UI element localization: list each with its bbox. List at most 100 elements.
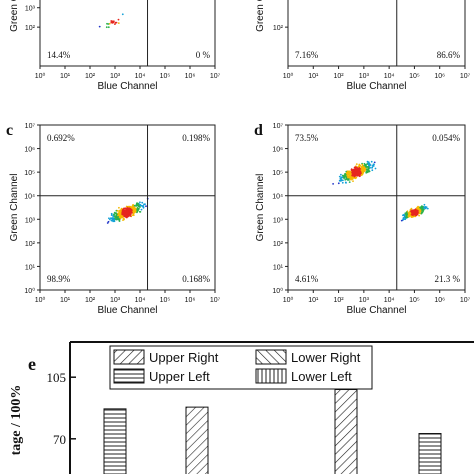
data-point [145,205,147,208]
data-point [404,213,407,216]
plot-frame [39,0,216,67]
data-point [361,166,364,169]
y-tick-label: 10² [25,241,36,248]
data-point [138,210,141,213]
data-point [98,25,101,28]
legend-entry: Upper Left [113,368,210,384]
x-tick-label: 10⁰ [35,72,46,80]
data-point [113,213,115,216]
data-point [338,175,341,178]
quadrant-upper-right-pct: 0.198% [182,133,210,143]
x-tick-label: 10² [334,297,345,304]
data-point [352,168,355,171]
quadrant-lower-right-pct: 86.6% [437,50,461,60]
data-point [372,165,375,167]
quadrant-lower-left-pct: 4.61% [295,274,319,284]
data-point [373,161,376,164]
data-point [114,215,117,218]
data-point [365,165,367,168]
y-tick-label: 10¹ [273,264,284,271]
data-point [368,162,371,165]
x-tick-label: 10⁵ [160,73,171,80]
data-point [337,182,340,185]
data-point [366,163,368,166]
y-tick-label: 10³ [25,217,36,224]
data-point [341,181,344,184]
y-tick-label: 10⁶ [24,147,35,154]
data-point [132,204,134,207]
data-point [123,208,126,210]
data-point [341,176,344,179]
data-point [361,168,364,171]
data-point [344,173,346,175]
bar [334,389,358,474]
data-point [357,170,360,173]
data-point [405,211,408,214]
data-point [125,214,128,217]
x-tick-label: 10² [334,73,345,80]
quadrant-lower-left-pct: 98.9% [47,274,71,284]
data-point [344,178,347,181]
data-point [365,168,368,171]
y-tick-label: 10² [273,25,284,32]
data-point [135,203,138,205]
data-point [357,173,360,176]
legend-box [109,345,373,390]
y-tick-label: 10² [25,25,36,32]
legend-label: Upper Right [149,350,219,365]
quadrant-upper-right-pct: 0.054% [432,133,460,143]
data-point [356,169,358,172]
x-tick-label: 10⁶ [434,297,445,304]
data-point [117,18,120,21]
data-point [360,173,363,176]
data-point [124,213,126,216]
data-point [128,208,131,211]
data-point [374,167,377,170]
data-point [354,166,356,169]
data-point [118,206,120,209]
data-point [342,179,344,182]
data-point [367,168,370,171]
x-tick-label: 10¹ [60,73,71,80]
bar-panel-e: e tage / 100% 105 70 Upper Right Lower Right U… [9,341,474,474]
data-point [367,164,370,166]
data-point [332,183,334,185]
quadrant-upper-left-pct: 73.5% [295,133,319,143]
data-point [344,181,347,184]
data-point [412,211,415,214]
legend-swatch [255,349,287,365]
legend-swatch [113,349,145,365]
data-point [413,209,416,212]
y-tick-label: 10⁷ [273,123,284,130]
data-point [400,219,403,222]
data-point [117,212,119,215]
data-point [115,212,118,215]
x-tick-label: 10⁰ [283,72,294,80]
y-tick-label: 10⁵ [24,170,35,177]
x-tick-label: 10¹ [308,73,319,80]
data-point [363,162,366,165]
data-point [416,213,419,216]
data-point [402,218,405,220]
quadrant-upper-left-pct: 0.692% [47,133,75,143]
data-point [133,204,136,207]
data-point [367,166,370,169]
x-tick-label: 10³ [110,297,121,304]
data-point [349,172,351,175]
data-point [363,166,365,169]
data-point [113,218,116,221]
data-point [363,168,366,171]
data-point [346,174,349,177]
data-point [409,214,411,217]
data-point [113,220,116,223]
data-point [342,175,345,178]
data-point [113,211,116,214]
data-point [363,170,365,173]
data-point [418,214,420,217]
x-tick-label: 10³ [359,297,370,304]
x-tick-label: 10⁴ [384,297,395,304]
quadrant-lower-left-pct: 14.4% [47,50,71,60]
data-point [348,181,351,184]
data-point [413,215,416,218]
